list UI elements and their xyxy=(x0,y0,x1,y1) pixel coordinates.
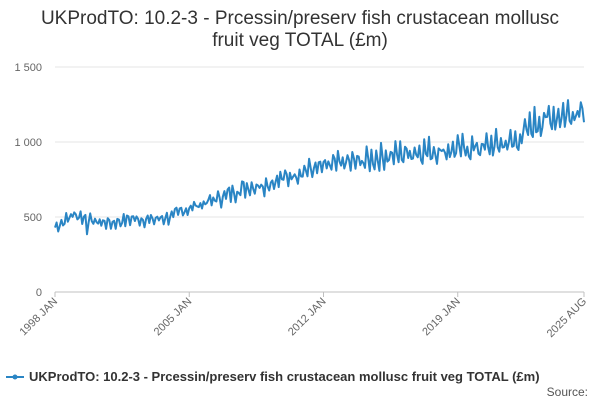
x-tick-label: 2012 JAN xyxy=(286,296,329,339)
x-tick-label: 2005 JAN xyxy=(152,296,195,339)
chart-title: UKProdTO: 10.2-3 - Prcessin/preserv fish… xyxy=(41,8,559,51)
y-axis-ticks: 0 500 1 000 1 500 xyxy=(14,62,42,299)
x-axis-ticks: 1998 JAN 2005 JAN 2012 JAN 2019 JAN 2025 AUG xyxy=(17,292,589,340)
series-line[interactable] xyxy=(54,99,585,236)
x-tick-label: 2019 JAN xyxy=(420,296,463,339)
legend[interactable]: UKProdTO: 10.2-3 - Prcessin/preserv fish… xyxy=(6,369,540,384)
chart-title-line-1: UKProdTO: 10.2-3 - Prcessin/preserv fish… xyxy=(41,8,559,29)
chart-title-line-2: fruit veg TOTAL (£m) xyxy=(212,30,388,51)
y-tick-label: 1 500 xyxy=(14,62,42,74)
series-layer xyxy=(54,99,585,236)
legend-label: UKProdTO: 10.2-3 - Prcessin/preserv fish… xyxy=(29,369,540,384)
x-tick-label: 2025 AUG xyxy=(545,296,589,340)
source-label: Source: xyxy=(547,385,588,399)
y-tick-label: 0 xyxy=(36,287,42,299)
legend-swatch-marker xyxy=(12,374,18,380)
x-tick-label: 1998 JAN xyxy=(17,296,60,339)
y-tick-label: 500 xyxy=(24,212,42,224)
y-tick-label: 1 000 xyxy=(14,137,42,149)
